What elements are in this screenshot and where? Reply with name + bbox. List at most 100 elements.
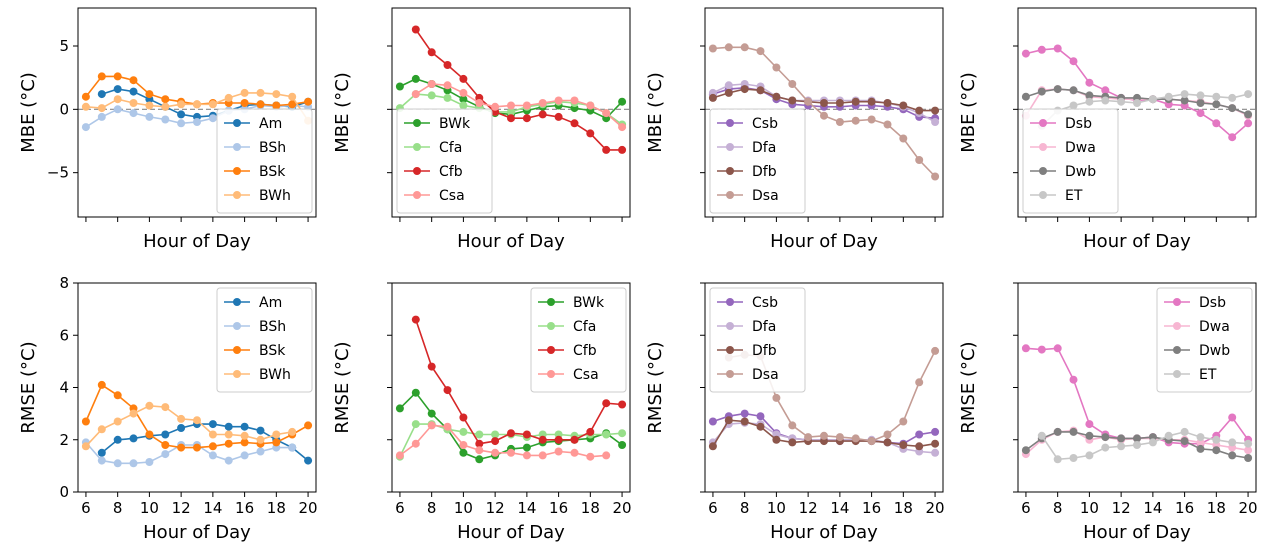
data-point bbox=[915, 430, 924, 439]
data-point bbox=[129, 99, 138, 107]
data-point bbox=[193, 100, 201, 109]
data-point bbox=[507, 101, 515, 110]
data-point bbox=[177, 424, 186, 432]
data-point bbox=[1180, 96, 1189, 105]
x-tick-label: 12 bbox=[486, 499, 505, 517]
data-point bbox=[113, 85, 122, 94]
legend-label: Cfb bbox=[439, 164, 463, 180]
data-point bbox=[1244, 454, 1253, 462]
data-point bbox=[899, 417, 908, 426]
legend-label: BSk bbox=[259, 343, 286, 359]
chart-panel-7: 6 8 10 12 14 16 18 20 Hour of Day RMSE (°C) Csb Dfa… bbox=[645, 282, 945, 543]
data-point bbox=[161, 430, 170, 439]
data-point bbox=[554, 96, 563, 105]
data-point bbox=[427, 409, 436, 418]
x-tick-label: 14 bbox=[517, 499, 536, 517]
chart-panel-1: −5 0 5 Hour of Day MBE (°C) Am BSh BSk BWh bbox=[18, 7, 317, 252]
legend-marker bbox=[726, 143, 734, 151]
data-point bbox=[208, 451, 217, 460]
data-point bbox=[931, 172, 940, 181]
legend-entry: Csa bbox=[538, 367, 599, 383]
legend-box bbox=[1022, 108, 1119, 214]
data-point bbox=[288, 427, 297, 436]
data-point bbox=[97, 112, 106, 121]
data-point bbox=[177, 443, 186, 452]
data-point bbox=[507, 107, 515, 116]
legend-marker bbox=[413, 191, 421, 199]
data-point bbox=[491, 430, 500, 439]
data-point bbox=[1196, 444, 1205, 453]
data-point bbox=[522, 443, 531, 452]
data-point bbox=[304, 97, 313, 106]
legend-label: Csa bbox=[573, 367, 599, 383]
data-point bbox=[411, 315, 420, 324]
data-point bbox=[113, 72, 122, 81]
legend-marker bbox=[233, 143, 241, 151]
data-point bbox=[256, 100, 265, 109]
legend-box bbox=[709, 287, 806, 393]
data-point bbox=[224, 93, 233, 102]
data-point bbox=[288, 443, 297, 452]
legend-entry: Dwb bbox=[1030, 164, 1096, 180]
data-point bbox=[602, 399, 611, 408]
data-point bbox=[113, 459, 122, 468]
data-point bbox=[97, 380, 106, 389]
x-tick-label: 10 bbox=[767, 499, 786, 517]
data-point bbox=[931, 439, 940, 448]
data-point bbox=[81, 92, 90, 101]
legend-label: Dsa bbox=[752, 188, 779, 204]
data-point bbox=[1085, 431, 1094, 440]
data-point bbox=[618, 145, 627, 154]
data-point bbox=[272, 438, 281, 447]
data-point bbox=[411, 74, 420, 83]
data-point bbox=[1212, 446, 1221, 455]
data-point bbox=[820, 111, 828, 120]
data-point bbox=[883, 99, 892, 107]
legend-marker bbox=[1173, 370, 1181, 378]
legend-label: ET bbox=[1065, 188, 1083, 204]
data-point bbox=[522, 101, 531, 110]
data-point bbox=[1085, 91, 1094, 100]
legend-box bbox=[530, 287, 627, 393]
legend-label: Cfb bbox=[573, 343, 597, 359]
data-point bbox=[459, 427, 468, 436]
data-point bbox=[931, 106, 940, 115]
x-tick-label: 8 bbox=[113, 499, 123, 517]
y-axis-label: RMSE (°C) bbox=[645, 341, 666, 433]
legend-marker bbox=[726, 191, 734, 199]
data-point bbox=[113, 95, 122, 104]
data-point bbox=[570, 448, 579, 457]
x-axis-label: Hour of Day bbox=[770, 231, 878, 252]
x-axis-label: Hour of Day bbox=[1083, 231, 1191, 252]
data-point bbox=[411, 420, 420, 429]
data-point bbox=[304, 456, 313, 465]
data-point bbox=[1069, 57, 1078, 66]
x-tick-label: 12 bbox=[172, 499, 191, 517]
legend-box bbox=[216, 108, 313, 214]
data-point bbox=[1133, 99, 1141, 107]
legend-label: Cfa bbox=[573, 319, 596, 335]
x-tick-label: 14 bbox=[830, 499, 849, 517]
series-Dfb bbox=[708, 85, 940, 115]
data-point bbox=[97, 425, 106, 434]
data-point bbox=[1244, 119, 1253, 128]
data-point bbox=[427, 48, 436, 57]
chart-panel-5: 6 8 10 12 14 16 18 20 0 2 4 6 8 Hour of Day RMSE (°C) A… bbox=[18, 274, 318, 543]
data-point bbox=[224, 439, 233, 448]
legend-label: BSh bbox=[259, 319, 286, 335]
legend-marker bbox=[233, 298, 241, 306]
legend-label: BSk bbox=[259, 164, 286, 180]
data-point bbox=[507, 114, 515, 123]
legend-label: Csb bbox=[752, 116, 778, 132]
legend-entry: Dwa bbox=[1030, 140, 1096, 156]
data-point bbox=[256, 447, 265, 456]
data-point bbox=[81, 417, 90, 426]
x-tick-label: 8 bbox=[1053, 499, 1063, 517]
y-axis-label: MBE (°C) bbox=[958, 72, 979, 153]
data-point bbox=[113, 417, 122, 426]
x-tick-label: 12 bbox=[1112, 499, 1131, 517]
legend-marker bbox=[233, 167, 241, 175]
x-tick-label: 18 bbox=[581, 499, 600, 517]
y-axis-label: RMSE (°C) bbox=[18, 341, 39, 433]
data-point bbox=[491, 448, 500, 457]
